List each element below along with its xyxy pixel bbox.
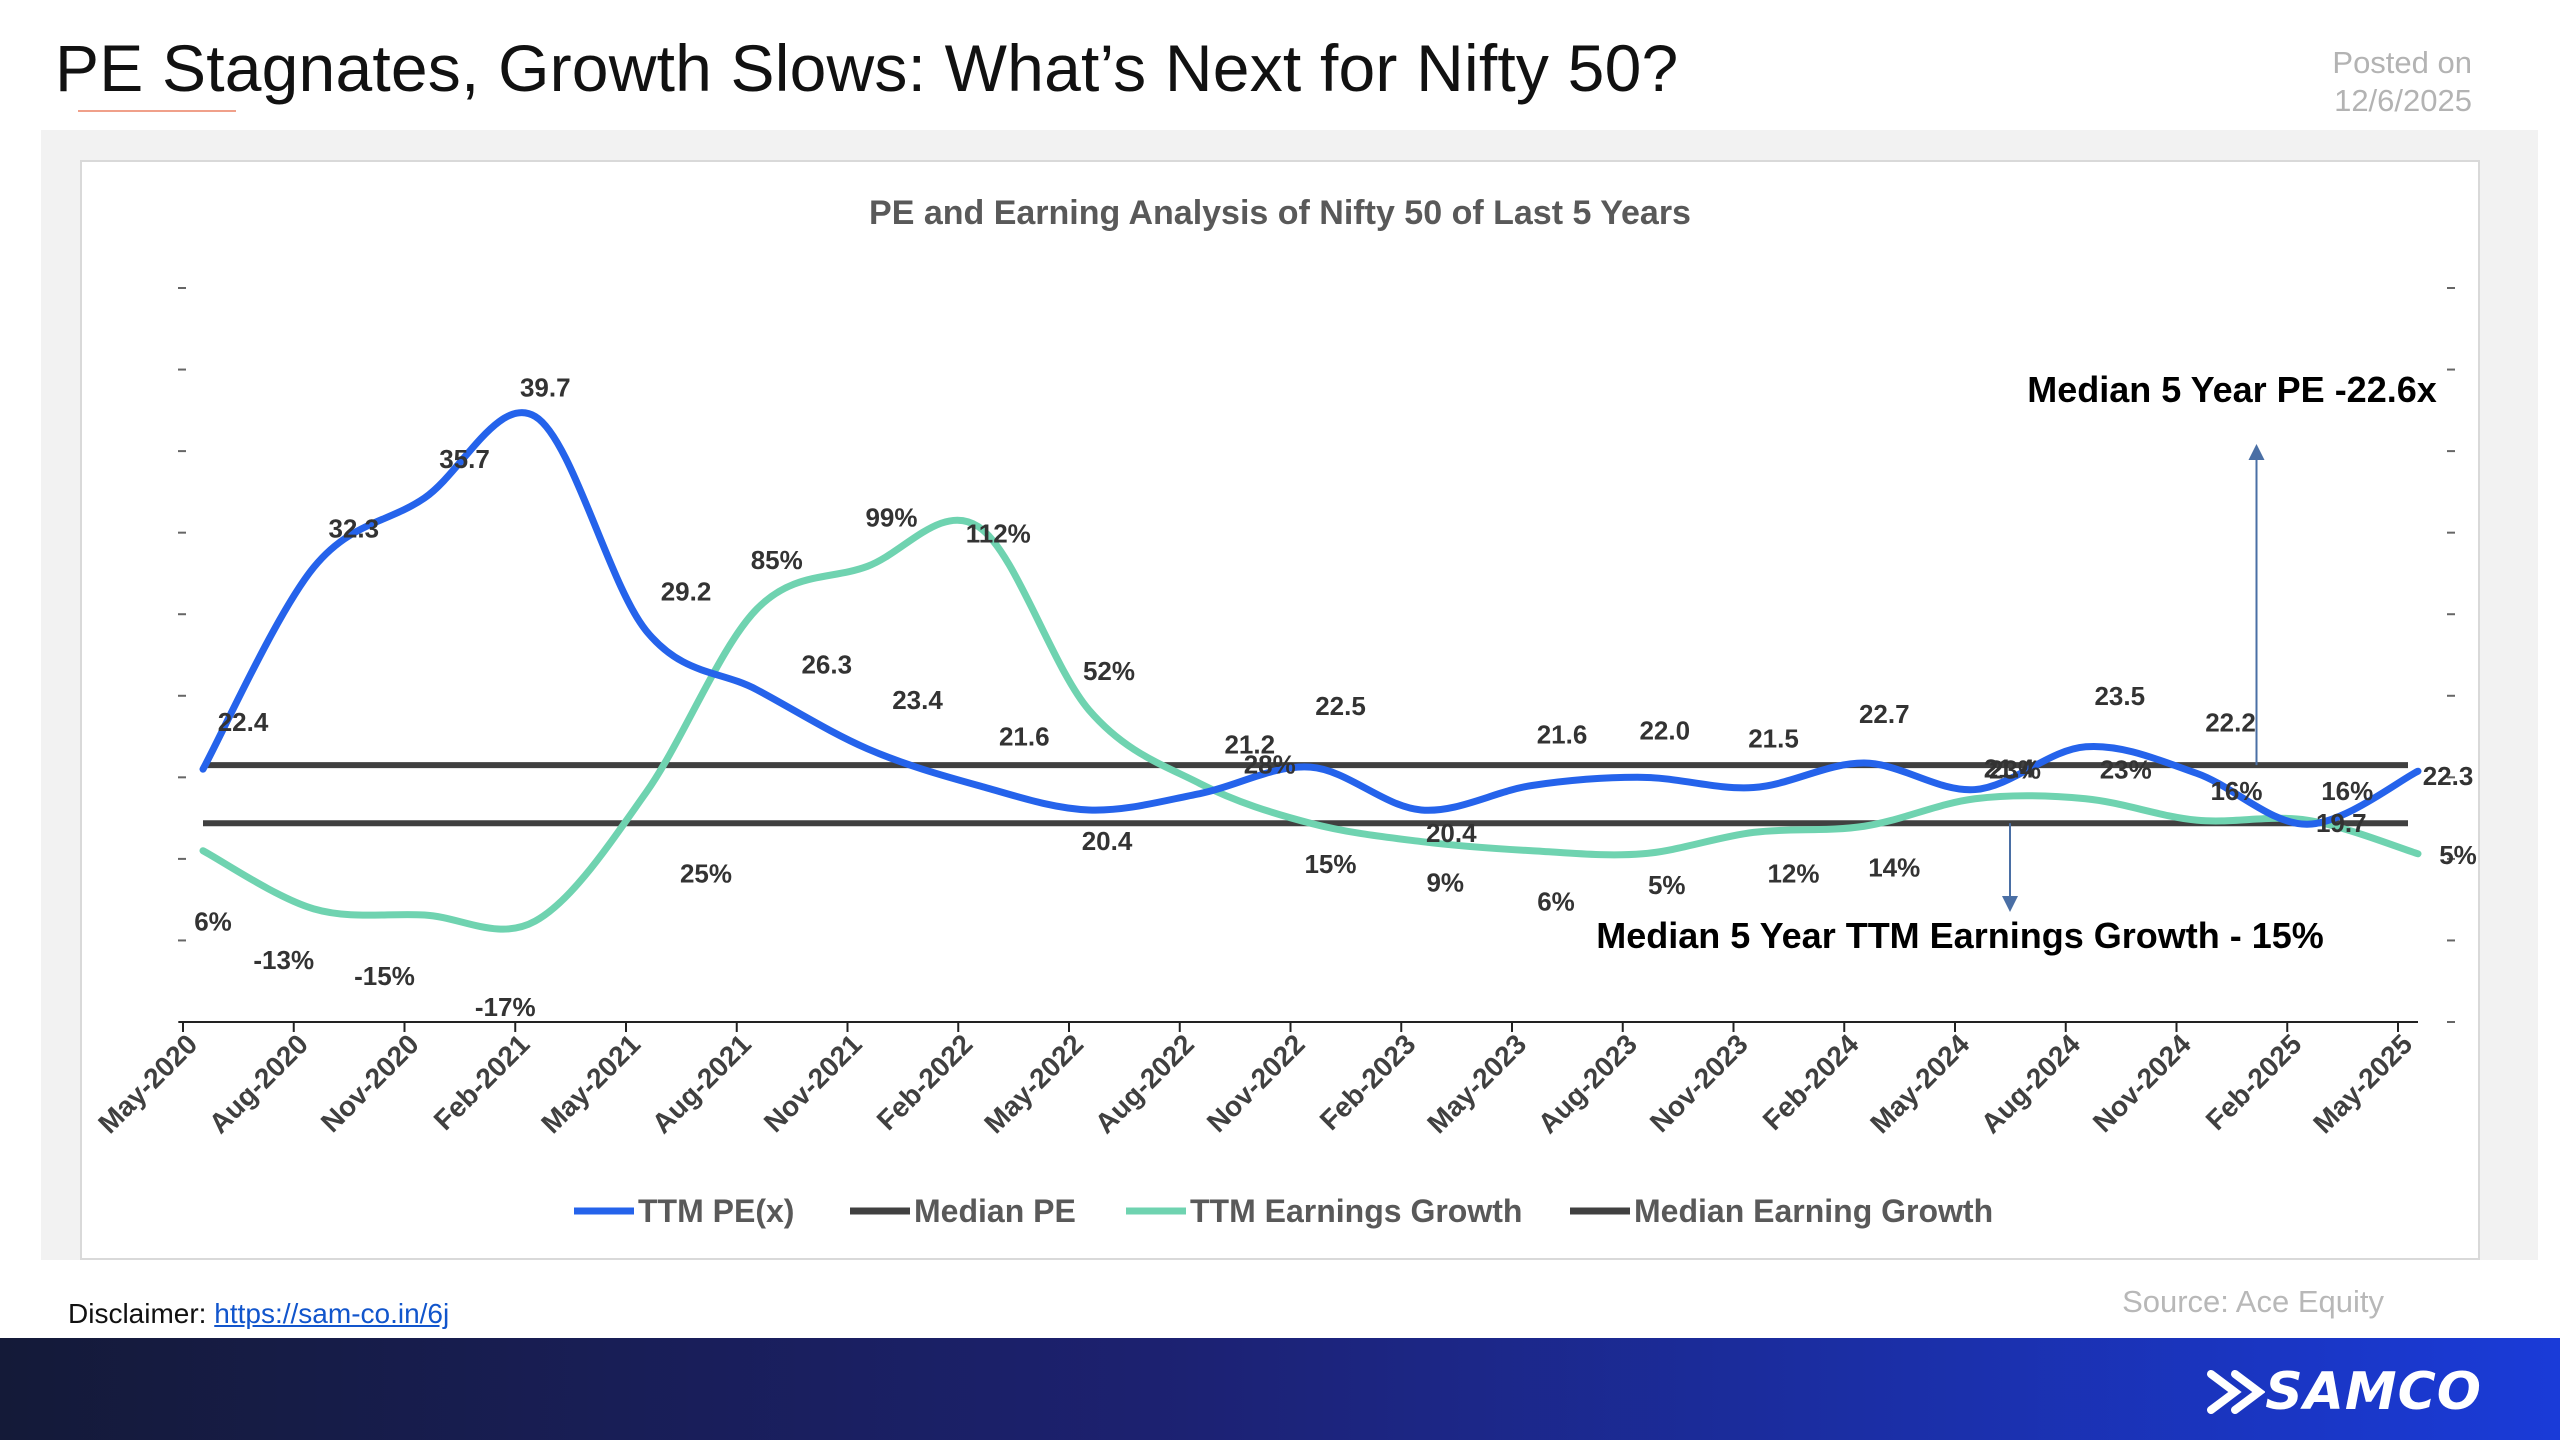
x-tick-label: Aug-2021: [646, 1028, 757, 1139]
samco-logo-icon: [2207, 1370, 2266, 1414]
pe-data-label: 20.4: [1426, 818, 1477, 848]
growth-data-label: 5%: [2439, 840, 2477, 870]
pe-data-label: 20.4: [1082, 826, 1133, 856]
samco-logo-text: SAMCO: [2265, 1362, 2482, 1422]
footer-bar: [0, 1338, 2560, 1440]
source-note: Source: Ace Equity: [2122, 1284, 2384, 1319]
growth-data-label: 15%: [1304, 849, 1356, 879]
x-tick-label: Feb-2024: [1757, 1028, 1865, 1136]
pe-data-label: 22.5: [1315, 691, 1366, 721]
x-tick-label: Feb-2022: [871, 1028, 979, 1136]
headline-underline: [78, 110, 236, 112]
growth-data-label: 25%: [680, 859, 732, 889]
growth-annotation-arrowhead: [2002, 896, 2018, 912]
pe-annotation-arrowhead: [2248, 444, 2265, 460]
median-pe-annotation: Median 5 Year PE -22.6x: [2027, 369, 2437, 410]
x-tick-label: Nov-2024: [2087, 1028, 2197, 1138]
legend-label: TTM PE(x): [638, 1193, 794, 1229]
ttm-pe-line: [199, 409, 2422, 828]
disclaimer-label: Disclaimer:: [68, 1298, 207, 1329]
growth-data-label: 6%: [194, 907, 232, 937]
pe-data-label: 21.4: [1984, 754, 2035, 784]
x-tick-label: May-2022: [978, 1028, 1089, 1139]
x-tick-label: Feb-2023: [1314, 1028, 1422, 1136]
x-tick-label: Nov-2021: [758, 1028, 868, 1138]
pe-data-label: 21.6: [999, 721, 1050, 751]
growth-data-label: 14%: [1868, 852, 1920, 882]
posted-label: Posted on: [2332, 45, 2472, 80]
disclaimer: Disclaimer: https://sam-co.in/6j: [68, 1298, 449, 1330]
x-tick-label: Nov-2022: [1201, 1028, 1311, 1138]
pe-data-label: 22.0: [1639, 715, 1690, 745]
growth-data-label: -13%: [253, 945, 314, 975]
legend-label: Median Earning Growth: [1634, 1193, 1993, 1229]
x-tick-label: Nov-2023: [1644, 1028, 1754, 1138]
pe-data-label: 35.7: [439, 444, 490, 474]
x-tick-label: May-2021: [535, 1028, 646, 1139]
pe-data-label: 21.5: [1748, 724, 1799, 754]
growth-data-label: 23%: [1989, 755, 2041, 785]
samco-logo: SAMCO: [2205, 1362, 2482, 1422]
median-growth-annotation: Median 5 Year TTM Earnings Growth - 15%: [1596, 915, 2324, 956]
growth-data-label: 16%: [2321, 776, 2373, 806]
legend-label: TTM Earnings Growth: [1190, 1193, 1522, 1229]
growth-data-label: 6%: [1537, 887, 1575, 917]
growth-data-label: 85%: [751, 545, 803, 575]
chart-frame: PE and Earning Analysis of Nifty 50 of L…: [80, 160, 2480, 1260]
x-tick-label: May-2025: [2307, 1028, 2418, 1139]
page-headline: PE Stagnates, Growth Slows: What’s Next …: [55, 31, 1679, 105]
growth-data-label: 28%: [1244, 749, 1296, 779]
chart-title: PE and Earning Analysis of Nifty 50 of L…: [869, 194, 1691, 232]
growth-data-label: 16%: [2210, 776, 2262, 806]
growth-data-label: 5%: [1648, 870, 1686, 900]
x-tick-label: Aug-2020: [203, 1028, 314, 1139]
pe-data-label: 29.2: [661, 577, 712, 607]
pe-earnings-chart: PE and Earning Analysis of Nifty 50 of L…: [92, 194, 2477, 1229]
pe-data-label: 21.2: [1224, 730, 1275, 760]
disclaimer-link[interactable]: https://sam-co.in/6j: [214, 1298, 450, 1329]
growth-data-label: 23%: [2100, 755, 2152, 785]
x-tick-label: Nov-2020: [315, 1028, 425, 1138]
growth-data-label: -17%: [475, 992, 536, 1022]
growth-data-label: 112%: [966, 519, 1031, 549]
pe-data-label: 21.6: [1537, 719, 1588, 749]
x-tick-label: Feb-2025: [2200, 1028, 2308, 1136]
pe-data-label: 19.7: [2316, 808, 2367, 838]
posted-date: 12/6/2025: [2334, 83, 2472, 118]
pe-data-label: 22.3: [2423, 761, 2474, 791]
x-tick-label: Aug-2024: [1975, 1028, 2086, 1139]
pe-data-label: 22.2: [2205, 707, 2256, 737]
pe-data-label: 39.7: [520, 372, 571, 402]
growth-data-label: 99%: [865, 502, 917, 532]
ttm-earnings-growth-line: [199, 516, 2422, 933]
growth-data-label: 12%: [1767, 858, 1819, 888]
x-tick-label: Aug-2023: [1532, 1028, 1643, 1139]
growth-data-label: 52%: [1083, 656, 1135, 686]
pe-data-label: 22.7: [1859, 699, 1910, 729]
growth-data-label: -15%: [354, 961, 415, 991]
pe-data-label: 23.5: [2094, 681, 2145, 711]
growth-data-label: 9%: [1426, 868, 1464, 898]
x-tick-label: May-2023: [1421, 1028, 1532, 1139]
pe-data-label: 22.4: [218, 707, 269, 737]
pe-data-label: 26.3: [801, 650, 852, 680]
pe-data-label: 32.3: [328, 513, 379, 543]
x-tick-label: May-2024: [1864, 1028, 1975, 1139]
x-tick-label: Feb-2021: [428, 1028, 536, 1136]
pe-data-label: 23.4: [892, 685, 943, 715]
posted-date-block: Posted on 12/6/2025: [2332, 44, 2472, 120]
legend-label: Median PE: [914, 1193, 1076, 1229]
x-tick-label: Aug-2022: [1089, 1028, 1200, 1139]
x-tick-label: May-2020: [92, 1028, 203, 1139]
